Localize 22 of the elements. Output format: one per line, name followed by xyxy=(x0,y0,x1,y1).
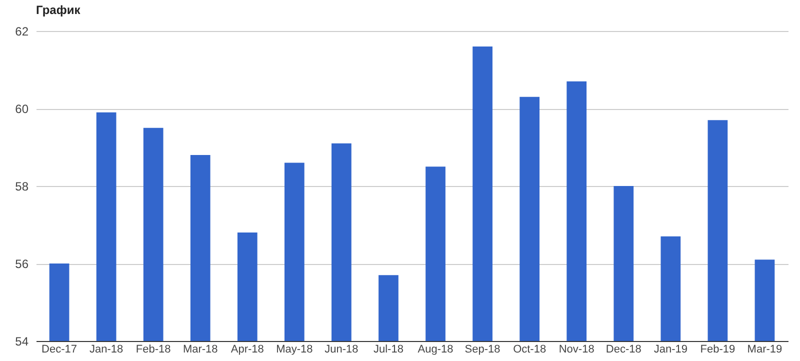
x-tick-label: Dec-17 xyxy=(42,344,78,356)
y-tick-label: 54 xyxy=(15,334,29,348)
x-tick-label: Sep-18 xyxy=(464,344,500,356)
x-tick-label: Apr-18 xyxy=(230,344,264,356)
x-tick-label: Jan-19 xyxy=(654,344,688,356)
x-tick-label: Jan-18 xyxy=(89,344,124,356)
x-tick-label: Feb-19 xyxy=(700,344,736,356)
y-tick-label: 62 xyxy=(15,24,29,38)
x-tick-label: Aug-18 xyxy=(418,344,454,356)
chart-title: График xyxy=(36,3,82,17)
x-tick-label: Mar-19 xyxy=(747,344,782,356)
x-tick-label: Jul-18 xyxy=(374,344,404,356)
x-tick-label: Mar-18 xyxy=(182,344,218,356)
x-tick-label: Nov-18 xyxy=(558,344,594,356)
y-tick-label: 56 xyxy=(15,257,29,271)
x-tick-label: Jun-18 xyxy=(324,344,358,356)
y-tick-label: 60 xyxy=(15,102,29,116)
x-tick-label: May-18 xyxy=(276,344,313,356)
x-tick-label: Dec-18 xyxy=(606,344,642,356)
x-tick-label: Oct-18 xyxy=(513,344,546,356)
x-tick-label: Feb-18 xyxy=(136,344,171,356)
y-tick-label: 58 xyxy=(15,180,29,194)
